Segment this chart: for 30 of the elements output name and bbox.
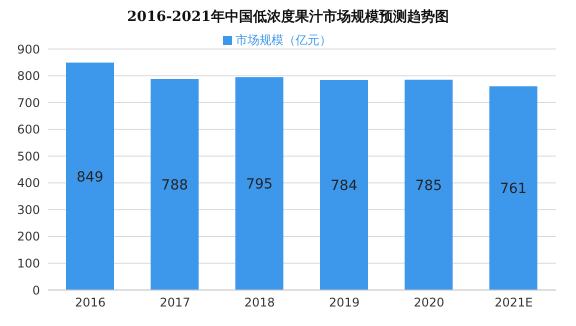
- data-label: 785: [415, 178, 442, 194]
- data-label: 784: [330, 178, 358, 194]
- y-tick-label: 800: [17, 69, 40, 84]
- bar: [235, 77, 284, 290]
- bar: [320, 80, 368, 290]
- bar: [150, 78, 199, 290]
- y-tick-label: 600: [17, 122, 40, 137]
- y-tick-label: 100: [17, 256, 40, 270]
- data-label: 795: [246, 176, 273, 193]
- x-tick-label: 2016: [75, 296, 106, 310]
- chart-title: 2016-2021年中国低浓度果汁市场规模预测趋势图: [126, 8, 450, 27]
- y-tick-label: 500: [17, 149, 40, 164]
- x-tick-label: 2017: [160, 296, 190, 310]
- y-tick-label: 200: [17, 230, 40, 244]
- bar: [489, 86, 538, 290]
- x-tick-label: 2018: [244, 296, 275, 310]
- y-tick-label: 400: [17, 176, 40, 190]
- legend-label: 市场规模（亿元）: [236, 33, 332, 47]
- bar: [66, 62, 114, 290]
- y-tick-label: 900: [17, 42, 40, 56]
- bar: [404, 80, 453, 290]
- data-label: 761: [500, 181, 527, 198]
- data-label: 788: [161, 177, 188, 194]
- data-label: 849: [76, 169, 104, 186]
- y-tick-label: 300: [17, 202, 40, 217]
- x-tick-label: 2020: [414, 296, 444, 310]
- y-tick-label: 700: [17, 96, 40, 110]
- x-tick-label: 2021E: [494, 296, 533, 310]
- y-tick-label: 0: [32, 283, 40, 298]
- x-tick-label: 2019: [329, 296, 360, 310]
